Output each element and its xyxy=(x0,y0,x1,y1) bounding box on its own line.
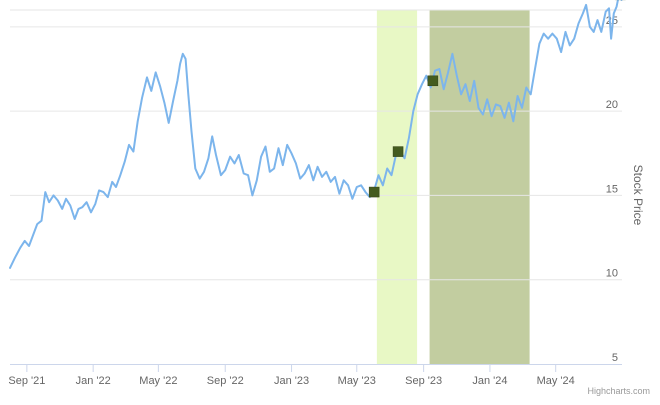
shaded-range-2 xyxy=(429,10,530,364)
x-tick-label-8: Jan '24 xyxy=(472,375,507,387)
y-tick-label-5: 5 xyxy=(612,352,618,364)
y-tick-label-10: 10 xyxy=(606,268,618,280)
credits-link[interactable]: Highcharts.com xyxy=(587,386,650,396)
x-tick-label-3: May '22 xyxy=(139,375,177,387)
y-tick-label-20: 20 xyxy=(606,99,618,111)
shaded-range-1 xyxy=(376,10,418,364)
event-marker-2[interactable] xyxy=(392,146,404,157)
x-axis: Sep '21 Jan '22 May '22 Sep '22 Jan '23 May '… xyxy=(8,364,622,387)
price-series[interactable] xyxy=(9,0,623,269)
series-line-1[interactable] xyxy=(9,0,623,269)
x-tick-label-4: Sep '22 xyxy=(207,375,244,387)
x-tick-label-2: Jan '22 xyxy=(76,375,111,387)
y-axis-title: Stock Price xyxy=(631,165,645,226)
y-tick-label-15: 15 xyxy=(606,183,618,195)
x-tick-label-5: Jan '23 xyxy=(274,375,309,387)
x-tick-label-6: May '23 xyxy=(338,375,376,387)
x-tick-label-9: May '24 xyxy=(537,375,575,387)
y-gridlines xyxy=(10,9,622,281)
event-marker-1[interactable] xyxy=(368,186,380,198)
event-marker-3[interactable] xyxy=(427,75,439,87)
x-tick-label-7: Sep '23 xyxy=(405,375,442,387)
shaded-ranges xyxy=(376,10,530,364)
event-markers[interactable] xyxy=(368,0,626,198)
x-tick-label-1: Sep '21 xyxy=(8,375,45,387)
